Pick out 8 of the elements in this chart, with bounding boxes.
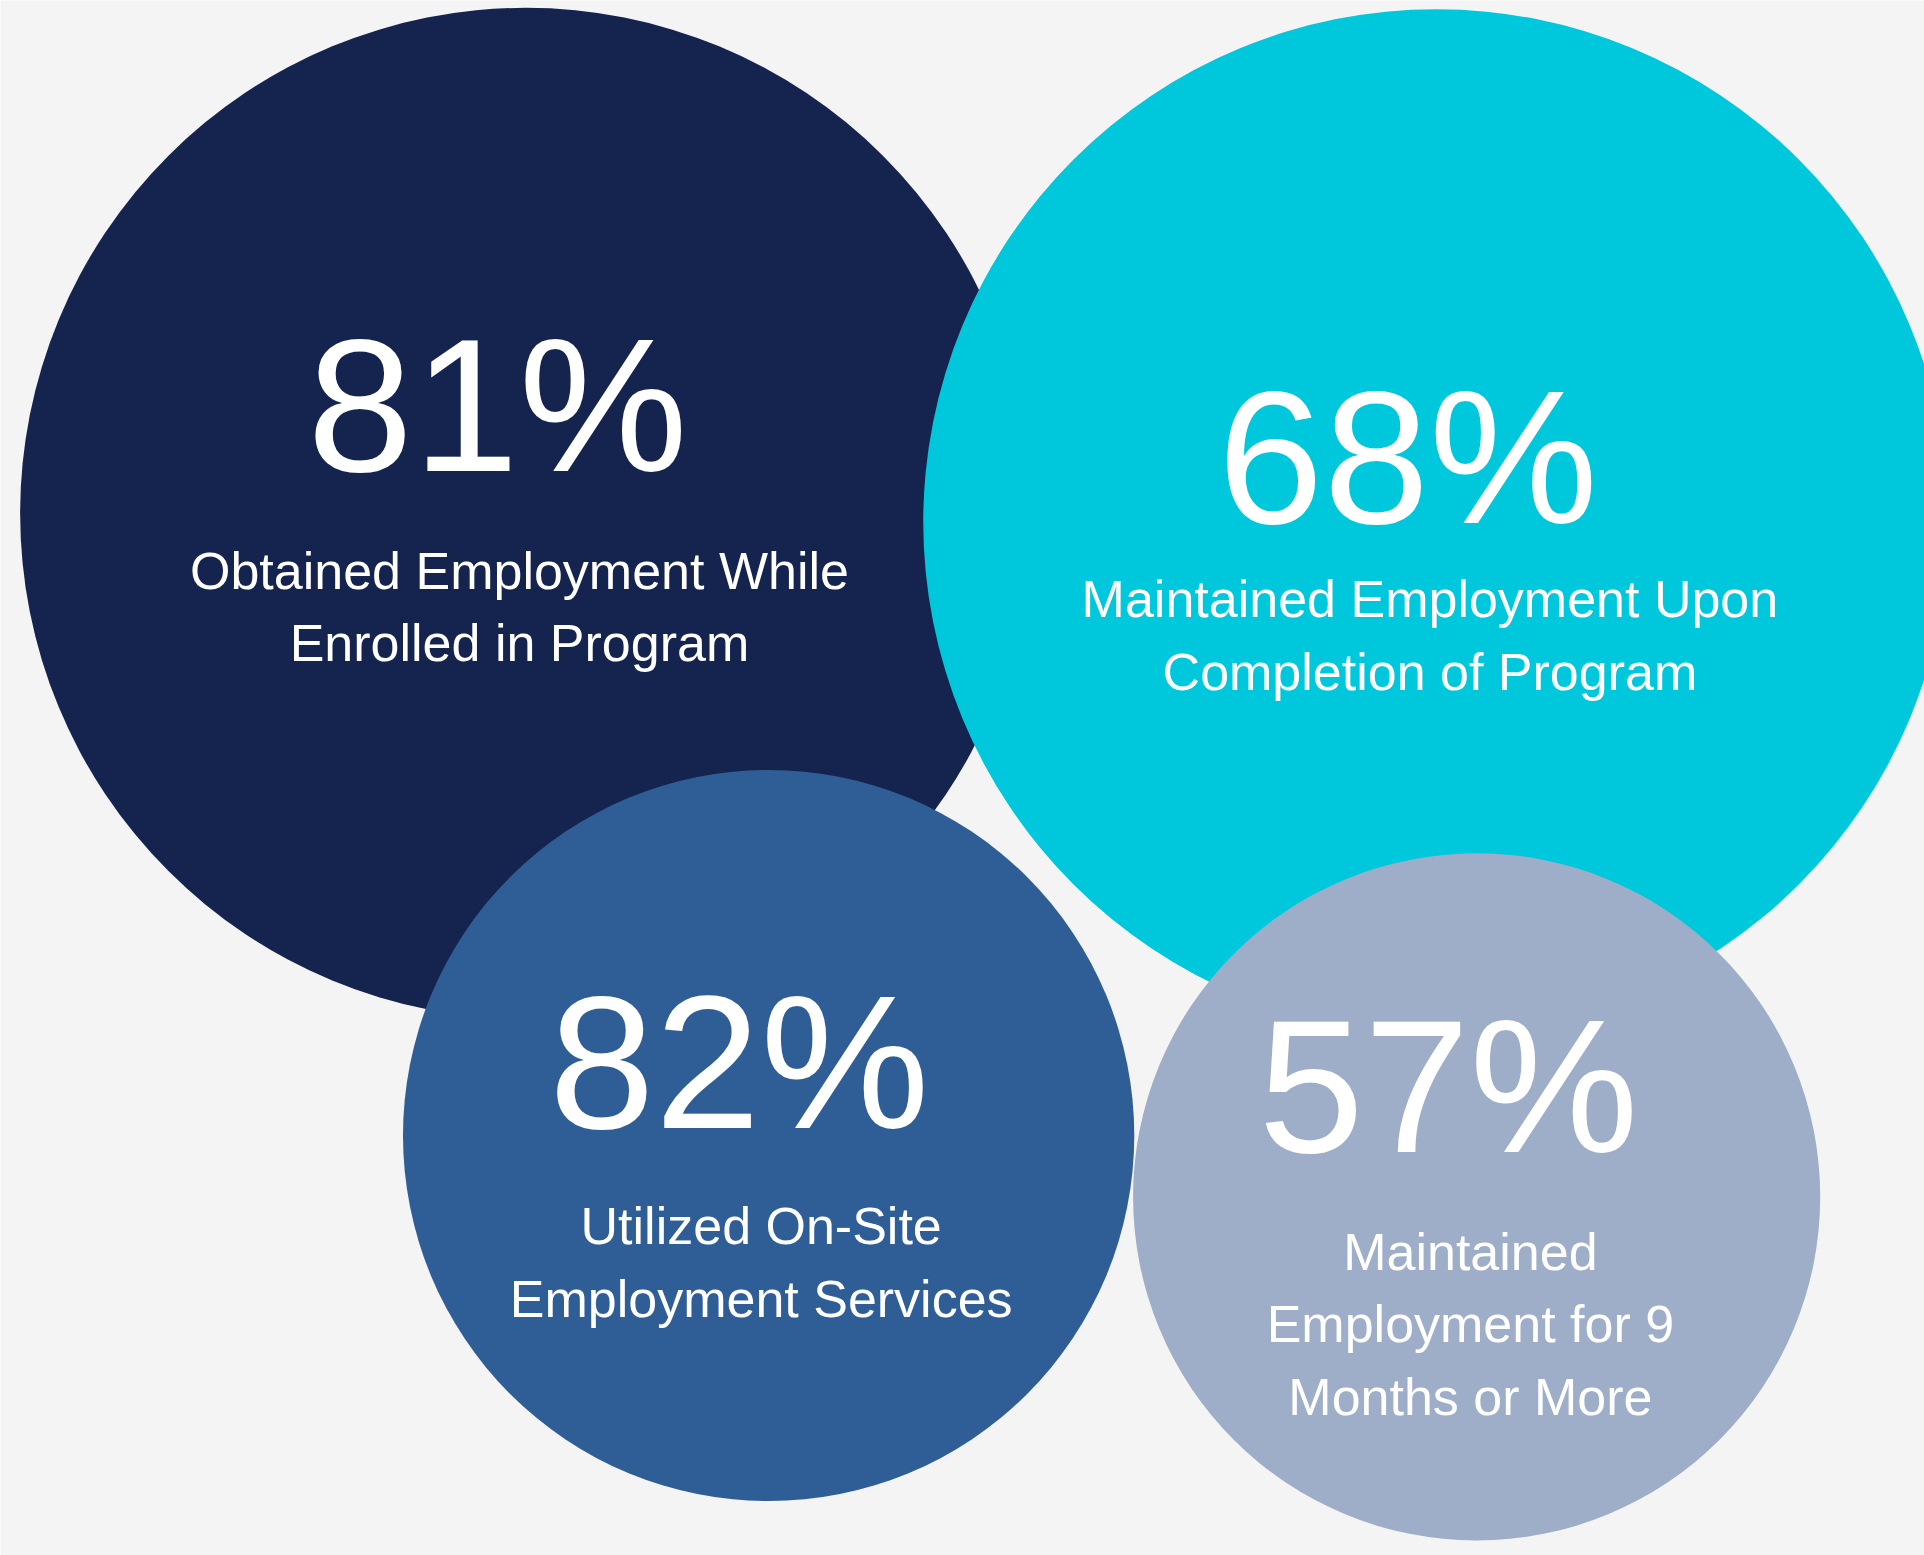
category-label: Maintained Employment for 9 Months or More (1266, 1223, 1675, 1426)
data-label: 81% (307, 299, 688, 512)
data-label: 57% (1258, 980, 1639, 1193)
category-label: Obtained Employment While Enrolled in Program (189, 542, 849, 673)
data-label: 82% (549, 955, 930, 1168)
data-label: 68% (1217, 350, 1599, 563)
category-label: Maintained Employment Upon Completion of Program (1081, 570, 1779, 701)
category-label: Utilized On-Site Employment Services (509, 1197, 1013, 1328)
